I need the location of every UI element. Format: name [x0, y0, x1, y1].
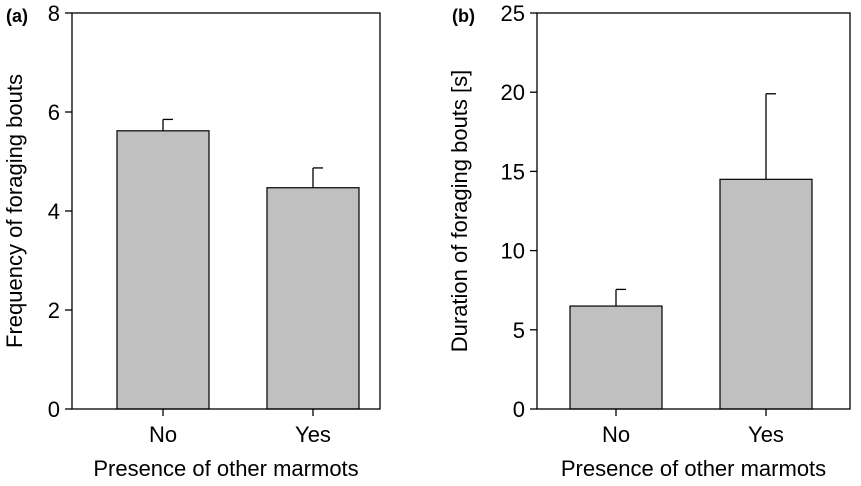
panel-letter: (b) — [452, 6, 475, 26]
y-axis-title: Frequency of foraging bouts — [2, 74, 27, 348]
panel-letter: (a) — [6, 6, 28, 26]
bar-no — [116, 130, 210, 410]
plot-frame — [536, 12, 851, 410]
x-tick-label: Yes — [748, 422, 784, 447]
panel-b: (b) No Yes 0 5 10 15 20 25 Presence of other marm… — [447, 1, 851, 481]
y-tick-label: 25 — [501, 1, 525, 26]
bar-no — [569, 305, 663, 410]
y-tick-label: 15 — [501, 159, 525, 184]
y-tick-label: 20 — [501, 80, 525, 105]
x-axis-title: Presence of other marmots — [561, 456, 826, 481]
y-tick-label: 2 — [48, 298, 60, 323]
y-tick-label: 4 — [48, 199, 60, 224]
error-bar-no — [615, 288, 626, 307]
y-tick-label: 8 — [48, 1, 60, 26]
y-tick-label: 0 — [48, 397, 60, 422]
panel-a: (a) No Yes 0 2 4 6 8 Presence of other marmots Fr… — [2, 1, 381, 481]
bar-yes — [719, 178, 813, 410]
x-tick-label: No — [149, 422, 177, 447]
x-tick-label: No — [602, 422, 630, 447]
x-axis-title: Presence of other marmots — [93, 456, 358, 481]
y-axis-title: Duration of foraging bouts [s] — [447, 70, 472, 353]
x-tick-label: Yes — [295, 422, 331, 447]
y-tick-label: 10 — [501, 239, 525, 264]
error-bar-yes — [312, 167, 323, 188]
bar-yes — [266, 187, 360, 410]
y-tick-label: 0 — [513, 397, 525, 422]
error-bar-yes — [765, 93, 776, 180]
y-tick-label: 6 — [48, 100, 60, 125]
y-tick-label: 5 — [513, 318, 525, 343]
error-bar-no — [162, 118, 173, 131]
